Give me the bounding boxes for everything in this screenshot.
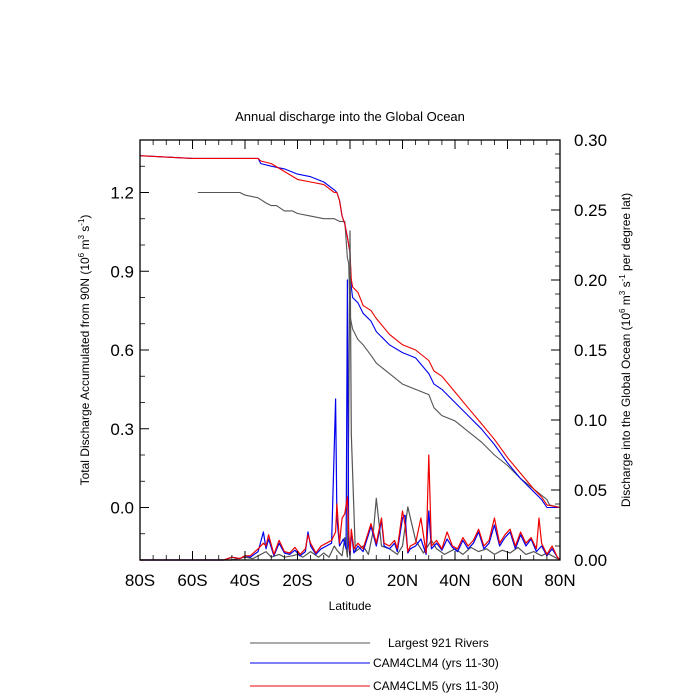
y-right-tick-label: 0.30 bbox=[574, 131, 607, 150]
plot-frame bbox=[139, 139, 561, 561]
left-axis-lines bbox=[139, 155, 561, 509]
x-tick-label: 80S bbox=[125, 571, 155, 590]
x-tick-label: 60S bbox=[177, 571, 207, 590]
y-right-tick-label: 0.05 bbox=[574, 481, 607, 500]
y-right-tick-label: 0.10 bbox=[574, 411, 607, 430]
left-axis-label: Total Discharge Accumulated from 90N (10… bbox=[77, 215, 92, 486]
right-axis-label: Discharge into the Global Ocean (106 m3 … bbox=[618, 193, 633, 507]
series-right-cam4clm5-yrs-11-30 bbox=[140, 454, 561, 561]
y-left-tick-label: 0.9 bbox=[110, 262, 134, 281]
x-tick-label: 20N bbox=[387, 571, 418, 590]
legend-label-cam4clm4: CAM4CLM4 (yrs 11-30) bbox=[373, 656, 499, 670]
x-tick-label: 40N bbox=[439, 571, 470, 590]
right-axis-lines bbox=[140, 230, 561, 561]
series-left-largest-921-rivers bbox=[197, 191, 561, 509]
x-tick-label: 40S bbox=[230, 571, 260, 590]
legend-label-cam4clm5: CAM4CLM5 (yrs 11-30) bbox=[373, 679, 499, 693]
legend: Largest 921 Rivers CAM4CLM4 (yrs 11-30) … bbox=[250, 636, 499, 693]
x-tick-label: 0 bbox=[345, 571, 354, 590]
x-tick-label: 20S bbox=[282, 571, 312, 590]
y-right-tick-label: 0.25 bbox=[574, 201, 607, 220]
series-left-cam4clm5-yrs-11-30 bbox=[139, 155, 561, 509]
y-left-tick-label: 0.3 bbox=[110, 420, 134, 439]
chart-title: Annual discharge into the Global Ocean bbox=[235, 109, 465, 124]
legend-label-rivers: Largest 921 Rivers bbox=[388, 636, 489, 650]
y-left-tick-label: 0.6 bbox=[110, 341, 134, 360]
y-right-tick-label: 0.20 bbox=[574, 271, 607, 290]
y-left-tick-label: 0.0 bbox=[110, 499, 134, 518]
series-left-cam4clm4-yrs-11-30 bbox=[139, 155, 560, 509]
x-axis-label: Latitude bbox=[329, 599, 372, 613]
y-right-tick-label: 0.00 bbox=[574, 551, 607, 570]
axis-ticks: 80S 60S 40S 20S 0 20N 40N 60N 80N 0.0 0.3 0.6 0.9 1.2… bbox=[110, 131, 607, 590]
x-tick-label: 60N bbox=[492, 571, 523, 590]
series-right-largest-921-rivers bbox=[140, 230, 561, 561]
y-left-tick-label: 1.2 bbox=[110, 184, 134, 203]
x-tick-label: 80N bbox=[544, 571, 575, 590]
y-right-tick-label: 0.15 bbox=[574, 341, 607, 360]
